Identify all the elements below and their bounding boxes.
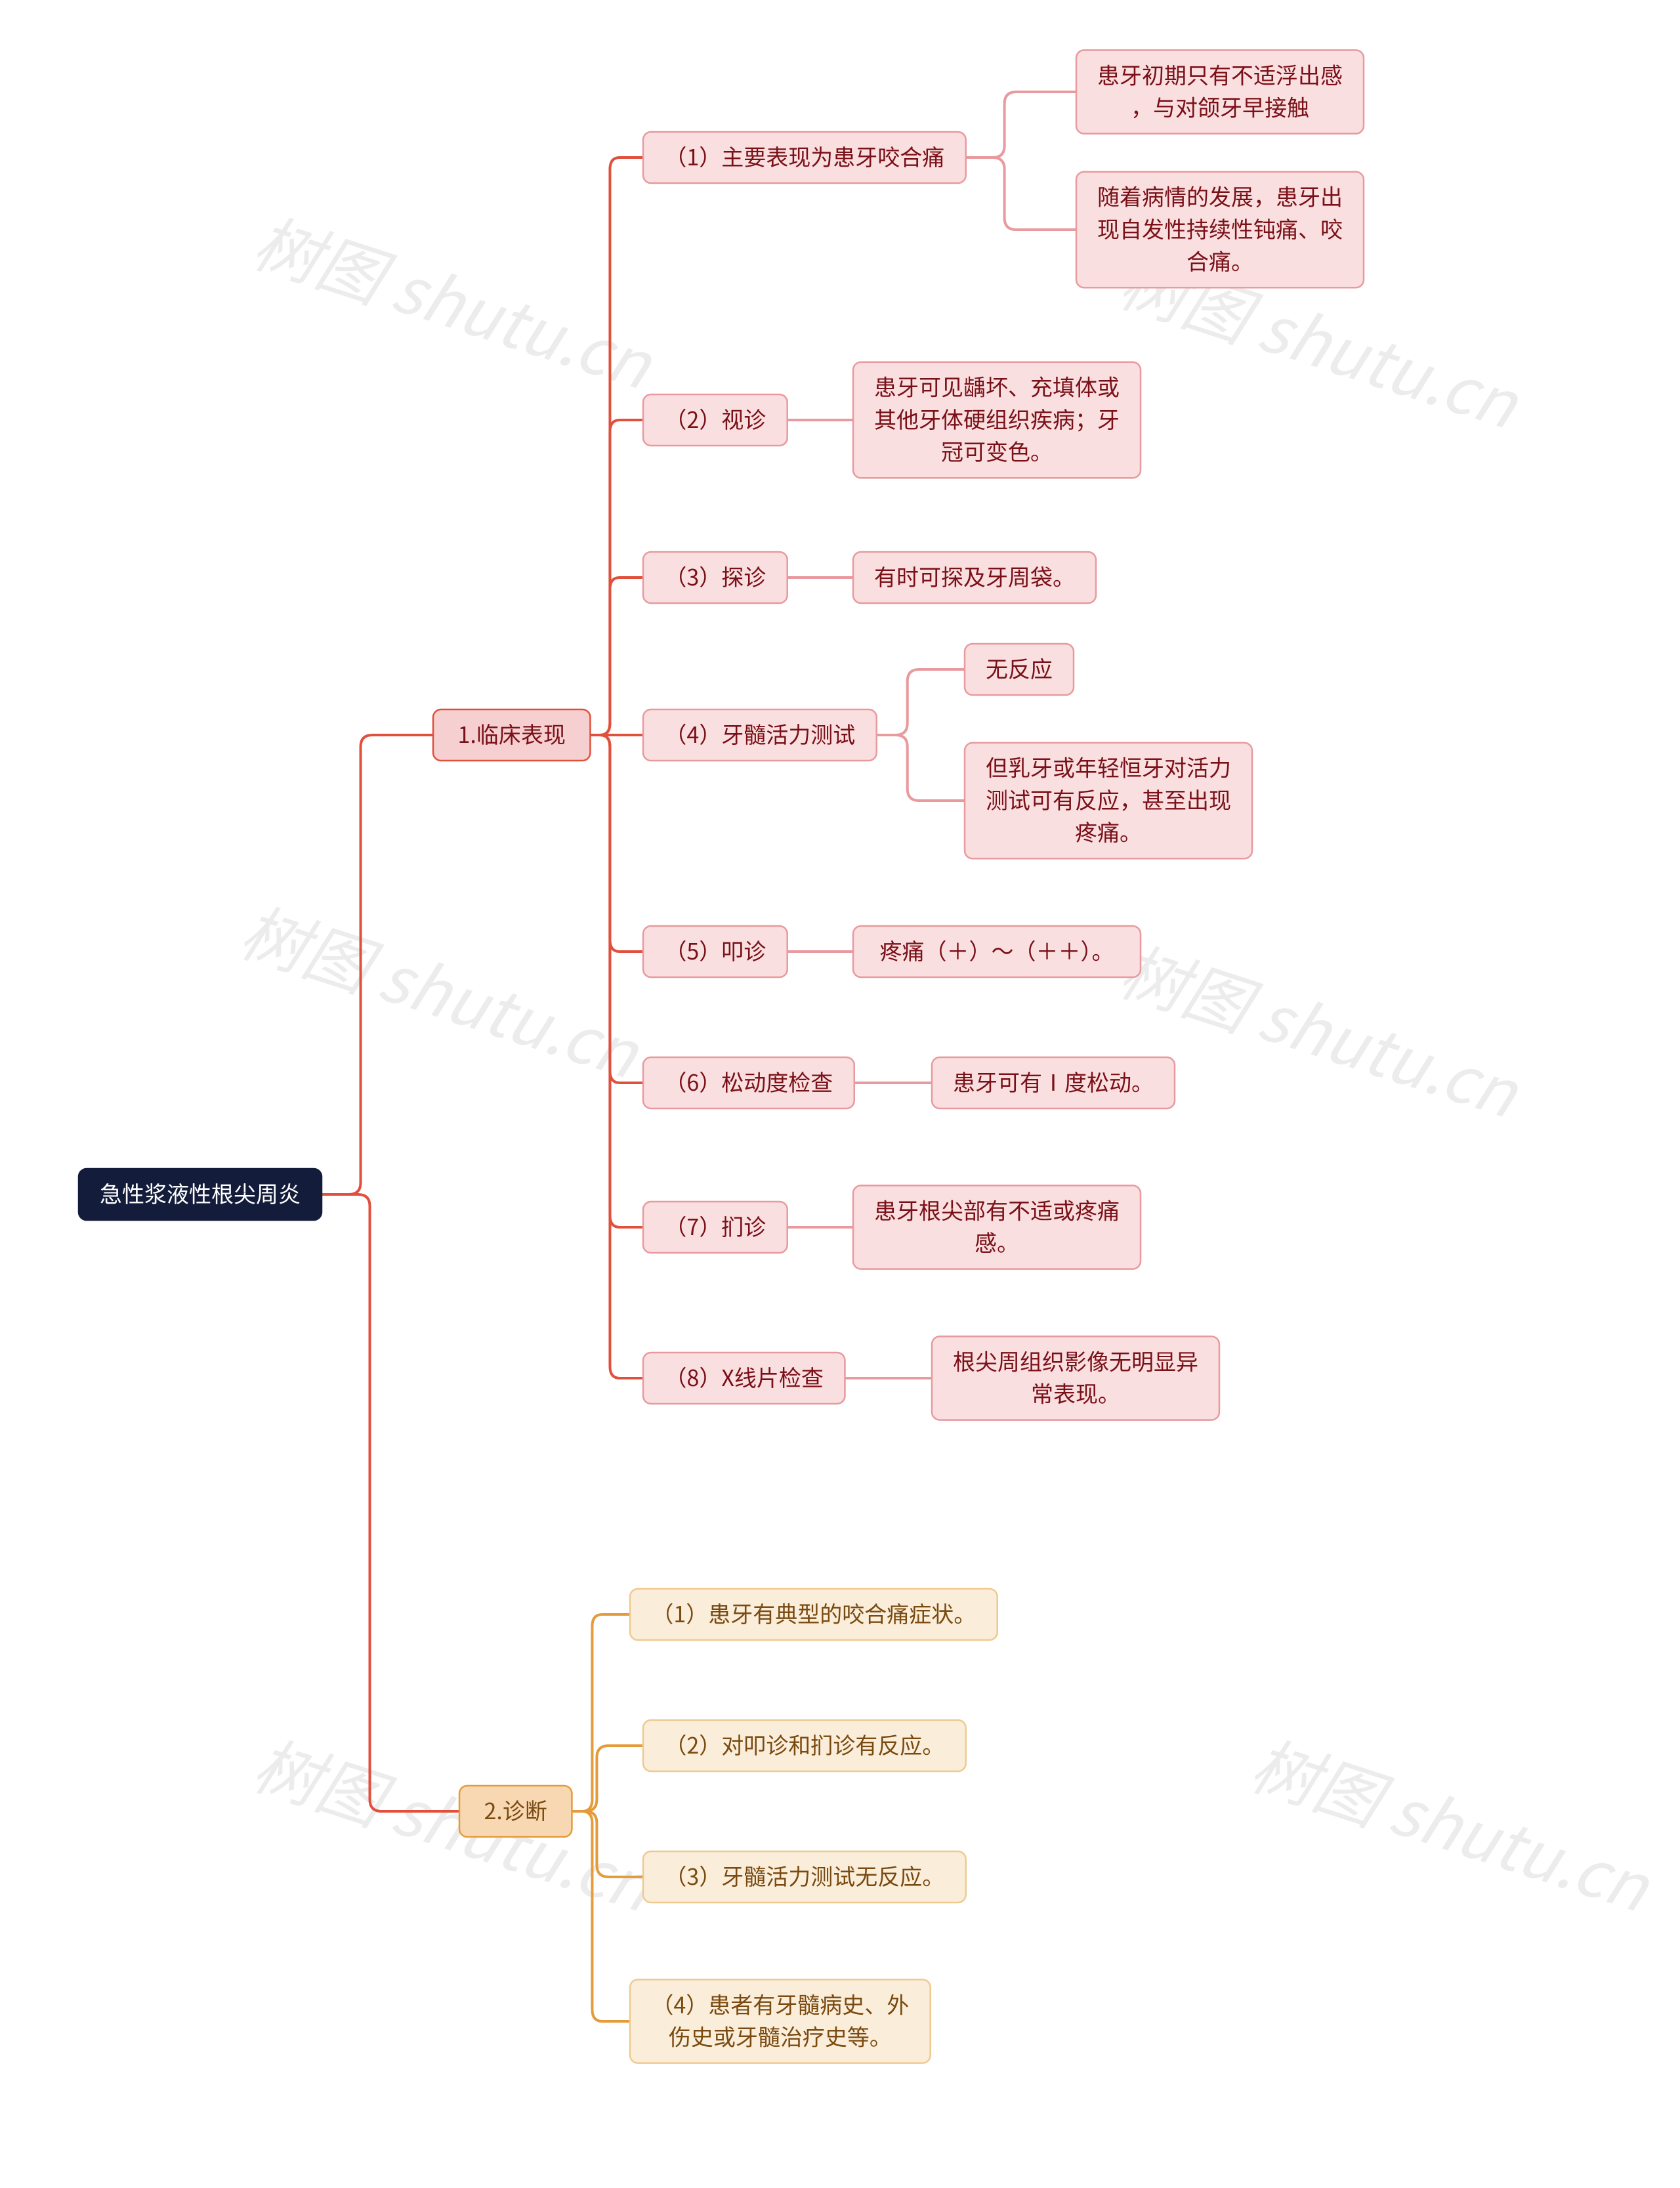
node-label: （8）X线片检查: [665, 1360, 824, 1393]
mindmap-node[interactable]: 无反应: [965, 644, 1074, 695]
node-label: 但乳牙或年轻恒牙对活力: [986, 751, 1231, 783]
node-label: （3）牙髓活力测试无反应。: [664, 1859, 944, 1891]
connector: [590, 735, 643, 952]
connector: [877, 669, 965, 735]
mindmap-node[interactable]: （7）扪诊: [643, 1202, 788, 1253]
node-label: （1）患牙有典型的咬合痛症状。: [651, 1597, 976, 1629]
node-label: 合痛。: [1186, 244, 1253, 276]
node-label: ，与对颌牙早接触: [1131, 91, 1309, 123]
mindmap-node[interactable]: 患牙可见龋坏、充填体或其他牙体硬组织疾病；牙冠可变色。: [853, 362, 1141, 478]
node-label: 随着病情的发展，患牙出: [1097, 180, 1343, 212]
connector: [322, 1194, 459, 1811]
node-label: 常表现。: [1031, 1377, 1120, 1409]
node-label: 无反应: [986, 652, 1053, 684]
node-label: 1.临床表现: [458, 717, 566, 749]
node-label: （7）扪诊: [664, 1210, 766, 1242]
mindmap-node[interactable]: （2）视诊: [643, 394, 788, 446]
node-label: 患牙初期只有不适浮出感: [1097, 58, 1343, 90]
connector: [572, 1614, 630, 1811]
connector: [966, 158, 1076, 230]
connector: [966, 92, 1076, 158]
node-label: 患牙可见龋坏、充填体或: [874, 370, 1120, 402]
node-label: （6）松动度检查: [664, 1065, 833, 1097]
mindmap-node[interactable]: 根尖周组织影像无明显异常表现。: [932, 1336, 1219, 1420]
node-label: 测试可有反应，甚至出现: [986, 783, 1231, 815]
connector: [572, 1746, 643, 1811]
node-label: （2）视诊: [664, 402, 766, 434]
mindmap-node[interactable]: 随着病情的发展，患牙出现自发性持续性钝痛、咬合痛。: [1076, 172, 1364, 288]
mindmap-node[interactable]: （1）患牙有典型的咬合痛症状。: [630, 1589, 998, 1640]
node-label: （5）叩诊: [664, 934, 766, 966]
mindmap-node[interactable]: （4）患者有牙髓病史、外伤史或牙髓治疗史等。: [630, 1979, 931, 2063]
mindmap-node[interactable]: （8）X线片检查: [643, 1353, 845, 1404]
node-label: 患牙根尖部有不适或疼痛: [874, 1193, 1120, 1225]
mindmap-node[interactable]: 疼痛（＋）～（＋＋）。: [853, 926, 1141, 977]
mindmap-canvas: 树图 shutu.cn树图 shutu.cn树图 shutu.cn树图 shut…: [0, 0, 1680, 2188]
mindmap-node[interactable]: 急性浆液性根尖周炎: [79, 1169, 322, 1220]
mindmap-node[interactable]: （6）松动度检查: [643, 1057, 854, 1108]
mindmap-node[interactable]: 患牙初期只有不适浮出感，与对颌牙早接触: [1076, 50, 1364, 133]
mindmap-node[interactable]: 患牙根尖部有不适或疼痛感。: [853, 1185, 1141, 1269]
node-label: 感。: [975, 1226, 1019, 1258]
mindmap-node[interactable]: 2.诊断: [459, 1786, 572, 1837]
node-label: 根尖周组织影像无明显异: [953, 1344, 1198, 1376]
mindmap-node[interactable]: 有时可探及牙周袋。: [853, 552, 1096, 603]
node-label: （4）牙髓活力测试: [664, 717, 855, 749]
node-label: 现自发性持续性钝痛、咬: [1097, 212, 1343, 244]
mindmap-node[interactable]: （5）叩诊: [643, 926, 788, 977]
node-label: （2）对叩诊和扪诊有反应。: [664, 1728, 944, 1760]
node-label: 伤史或牙髓治疗史等。: [669, 2020, 892, 2052]
watermark-text: 树图 shutu.cn: [230, 879, 654, 1098]
node-label: 其他牙体硬组织疾病；牙: [874, 402, 1120, 434]
node-label: 疼痛（＋）～（＋＋）。: [880, 934, 1114, 966]
mindmap-node[interactable]: （3）探诊: [643, 552, 788, 603]
node-label: 有时可探及牙周袋。: [874, 560, 1075, 592]
watermark-text: 树图 shutu.cn: [243, 190, 667, 409]
mindmap-node[interactable]: 1.临床表现: [433, 709, 590, 761]
node-label: 冠可变色。: [941, 434, 1053, 467]
connector: [590, 158, 643, 735]
node-label: （4）患者有牙髓病史、外: [651, 1987, 909, 2019]
connector: [877, 735, 965, 801]
mindmap-node[interactable]: （1）主要表现为患牙咬合痛: [643, 132, 966, 183]
mindmap-node[interactable]: 患牙可有Ⅰ度松动。: [932, 1057, 1175, 1108]
connector: [590, 578, 643, 735]
node-label: （3）探诊: [664, 560, 766, 592]
node-label: 患牙可有Ⅰ度松动。: [953, 1065, 1154, 1097]
mindmap-node[interactable]: 但乳牙或年轻恒牙对活力测试可有反应，甚至出现疼痛。: [965, 743, 1252, 859]
mindmap-node[interactable]: （4）牙髓活力测试: [643, 709, 877, 761]
node-label: 急性浆液性根尖周炎: [100, 1177, 301, 1209]
node-label: 疼痛。: [1075, 815, 1142, 847]
connector: [590, 735, 643, 1227]
mindmap-node[interactable]: （2）对叩诊和扪诊有反应。: [643, 1720, 966, 1771]
node-label: 2.诊断: [484, 1794, 547, 1826]
watermark-text: 树图 shutu.cn: [1241, 1713, 1664, 1931]
mindmap-node[interactable]: （3）牙髓活力测试无反应。: [643, 1851, 966, 1903]
node-label: （1）主要表现为患牙咬合痛: [664, 140, 944, 172]
